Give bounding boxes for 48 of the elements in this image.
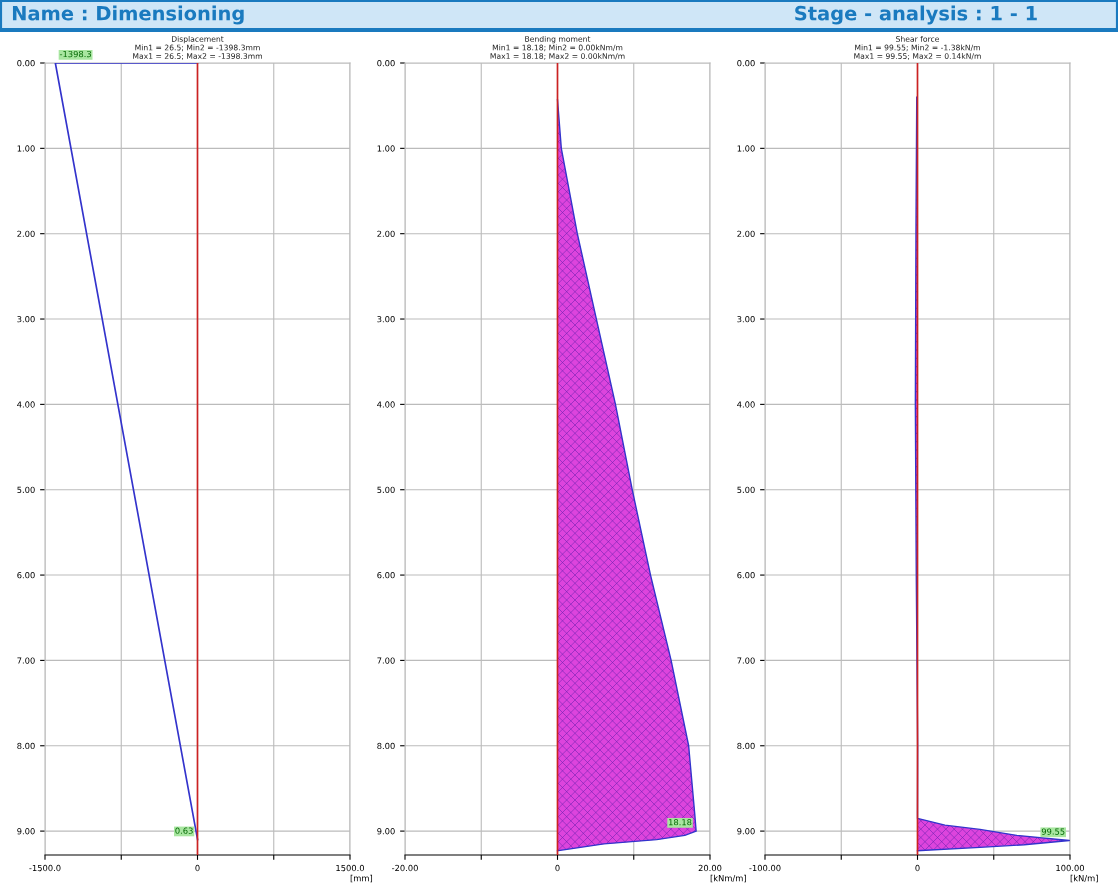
y-tick-label: 7.00 <box>377 657 395 664</box>
y-tick-label: 1.00 <box>17 145 35 152</box>
y-tick-label: 1.00 <box>737 145 755 152</box>
x-tick-label: 0 <box>195 864 200 872</box>
y-tick-label: 4.00 <box>737 401 755 408</box>
x-tick-label: 20.00 <box>698 864 722 872</box>
y-tick-label: 7.00 <box>17 657 35 664</box>
y-tick-label: 9.00 <box>377 828 395 835</box>
data-label: -1398.3 <box>59 50 91 58</box>
y-tick-label: 6.00 <box>737 572 755 579</box>
x-axis-title: [kNm/m] <box>710 874 746 883</box>
y-tick-label: 8.00 <box>737 742 755 750</box>
y-tick-label: 5.00 <box>737 486 755 494</box>
y-tick-label: 1.00 <box>377 145 395 152</box>
y-tick-label: 0.00 <box>377 59 395 67</box>
x-tick-label: 1500.0 <box>336 864 365 872</box>
text: Name : Dimensioning <box>12 5 244 25</box>
x-axis-title: [mm] <box>350 874 373 883</box>
y-tick-label: 4.00 <box>17 401 35 408</box>
y-tick-label: 9.00 <box>737 828 755 835</box>
y-tick-label: 8.00 <box>17 742 35 750</box>
y-tick-label: 0.00 <box>17 59 35 67</box>
x-tick-label: -1500.0 <box>29 864 61 872</box>
y-tick-label: 2.00 <box>737 230 755 237</box>
y-tick-label: 3.00 <box>17 316 35 323</box>
y-tick-label: 0.00 <box>737 59 755 67</box>
y-tick-label: 6.00 <box>17 572 35 579</box>
y-tick-label: 5.00 <box>377 486 395 494</box>
x-tick-label: 0 <box>555 864 560 872</box>
x-tick-label: 0 <box>915 864 920 872</box>
y-tick-label: 8.00 <box>377 742 395 750</box>
data-label: 99.55 <box>1041 828 1065 835</box>
y-tick-label: 9.00 <box>17 828 35 835</box>
y-tick-label: 3.00 <box>377 316 395 323</box>
y-tick-label: 6.00 <box>377 572 395 579</box>
data-label: 18.18 <box>669 819 692 826</box>
x-axis-title: [kN/m] <box>1070 874 1098 883</box>
x-tick-label: -20.00 <box>391 864 418 872</box>
x-tick-label: -100.00 <box>749 864 781 872</box>
text: Stage - analysis : 1 - 1 <box>795 5 1037 25</box>
y-tick-label: 5.00 <box>17 486 35 494</box>
x-tick-label: 100.00 <box>1056 864 1085 872</box>
y-tick-label: 4.00 <box>377 401 395 408</box>
data-label: 0.63 <box>175 827 193 834</box>
y-tick-label: 2.00 <box>377 230 395 237</box>
y-tick-label: 7.00 <box>737 657 755 664</box>
y-tick-label: 2.00 <box>17 230 35 237</box>
y-tick-label: 3.00 <box>737 316 755 323</box>
